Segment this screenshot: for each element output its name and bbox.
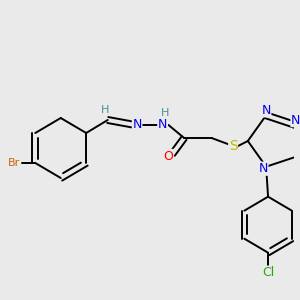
Text: Cl: Cl [262,266,274,279]
Text: N: N [261,104,271,117]
Text: N: N [291,114,300,127]
Text: H: H [100,105,109,115]
Text: O: O [164,149,173,163]
Text: N: N [158,118,167,131]
Text: Br: Br [8,158,20,168]
Text: N: N [132,118,142,131]
Text: S: S [229,139,238,153]
Text: N: N [259,162,268,175]
Text: H: H [160,108,169,118]
